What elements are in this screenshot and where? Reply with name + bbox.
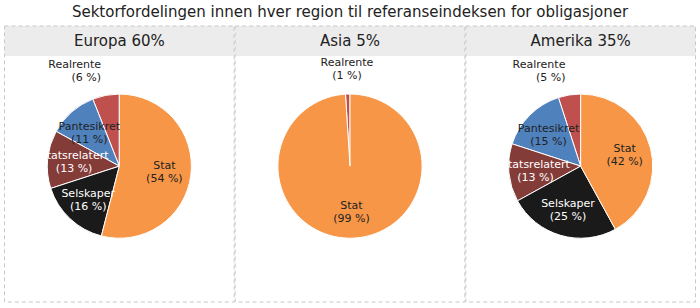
slice-category: Pantesikret: [59, 120, 121, 133]
slice: [101, 94, 191, 238]
slice-value: (5 %): [536, 71, 566, 84]
labels: Realrente(1 %) Stat(99 %): [321, 56, 374, 225]
slice-label: Realrente(5 %): [513, 58, 566, 84]
panel-border: [235, 26, 465, 302]
slice-label: Stat(54 %): [146, 159, 183, 185]
slice-value: (25 %): [550, 210, 587, 223]
panel-border: [466, 26, 696, 302]
slice-value: (15 %): [530, 135, 567, 148]
panel-title: Asia 5%: [320, 32, 380, 50]
labels: Realrente(6 %) Pantesikret(11 %) Statsrela…: [40, 58, 183, 213]
panel-header: [466, 26, 696, 56]
panel-title: Amerika 35%: [531, 32, 631, 50]
pie-panel: Asia 5% Realrente(1 %) Stat(99 %): [235, 26, 465, 302]
slice-value: (99 %): [333, 212, 370, 225]
slices: [278, 94, 422, 238]
pie-panel: Europa 60% Realrente(6 %) Pantesikret(11 %…: [5, 26, 235, 302]
slice-value: (42 %): [606, 155, 643, 168]
slice-category: Statsrelatert: [40, 149, 110, 162]
slice-value: (6 %): [72, 71, 102, 84]
slice-value: (11 %): [71, 133, 108, 146]
panel-border: [5, 26, 235, 302]
title: Sektorfordelingen innen hver region til …: [72, 3, 629, 21]
slice-label: Realrente(1 %): [321, 56, 374, 82]
slice-value: (54 %): [146, 172, 183, 185]
slice-category: Stat: [613, 142, 636, 155]
slice-label: Realrente(6 %): [48, 58, 101, 84]
slice: [278, 94, 422, 238]
slice-category: Realrente: [321, 56, 374, 69]
slice-category: Pantesikret: [518, 122, 580, 135]
slice-category: Selskaper: [541, 197, 595, 210]
labels: Realrente(5 %) Pantesikret(15 %) Statsrela…: [501, 58, 643, 224]
slice-category: Realrente: [48, 58, 101, 71]
slice-value: (16 %): [70, 200, 107, 213]
slice-label: Stat(42 %): [606, 142, 643, 168]
slice-label: Selskaper(25 %): [541, 197, 595, 223]
slices: [47, 94, 191, 238]
slice-category: Statsrelatert: [501, 158, 571, 171]
slice-label: Selskaper(16 %): [61, 187, 115, 213]
panel-header: [235, 26, 465, 56]
chart: Sektorfordelingen innen hver region til …: [0, 0, 700, 308]
slice-label: Pantesikret(15 %): [518, 122, 580, 148]
slice-label: Statsrelatert(13 %): [40, 149, 110, 175]
slice-category: Stat: [153, 159, 176, 172]
pie-panel: Amerika 35% Realrente(5 %) Pantesikret(15 …: [466, 26, 696, 302]
slice-value: (13 %): [517, 171, 554, 184]
slice-value: (13 %): [56, 162, 93, 175]
panel-title: Europa 60%: [74, 32, 165, 50]
slice-category: Realrente: [513, 58, 566, 71]
slice-value: (1 %): [332, 69, 362, 82]
slice-label: Statsrelatert(13 %): [501, 158, 571, 184]
slice-label: Pantesikret(11 %): [59, 120, 121, 146]
slice-category: Stat: [340, 199, 363, 212]
slice-category: Selskaper: [61, 187, 115, 200]
slice-label: Stat(99 %): [333, 199, 370, 225]
panel-header: [5, 26, 235, 56]
